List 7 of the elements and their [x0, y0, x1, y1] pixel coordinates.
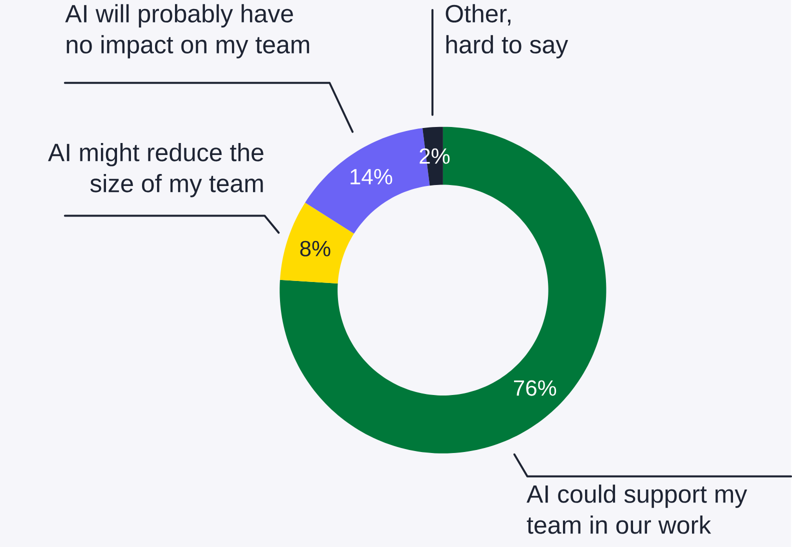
data-label: 76% [514, 380, 556, 396]
data-label: 14% [350, 168, 392, 184]
data-label: 8% [300, 240, 330, 256]
slice-label: AI might reduce the size of my team [48, 142, 264, 198]
slice-label: AI will probably have no impact on my team [65, 4, 310, 58]
slice-label: Other, hard to say [446, 4, 568, 58]
slice-label: AI could support my team in our work [526, 484, 748, 534]
